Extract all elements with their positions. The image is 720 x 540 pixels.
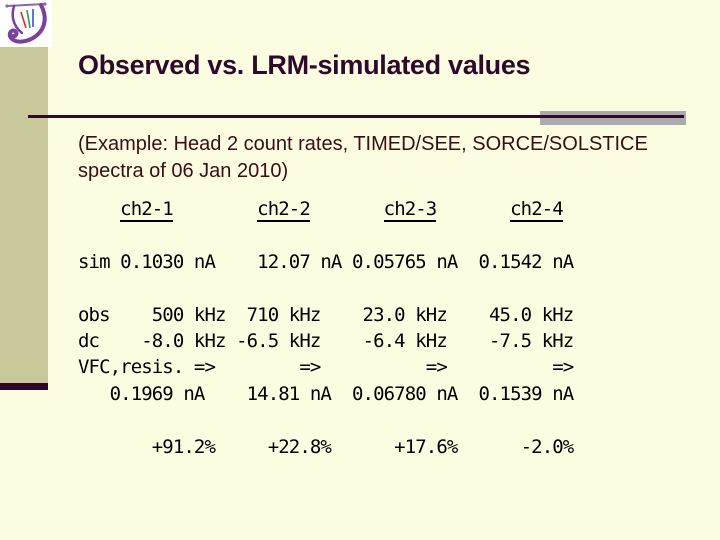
left-accent-bar-end (0, 383, 48, 390)
subtitle-line-2: spectra of 06 Jan 2010) (78, 160, 289, 182)
table-line: ch2-1 ch2-2 ch2-3 ch2-4 (120, 198, 564, 222)
values-table: ch2-1 ch2-2 ch2-3 ch2-4 sim 0.1030 nA 12.… (78, 196, 575, 460)
table-line (78, 222, 573, 248)
title-rule (28, 115, 684, 118)
title-rule-gray-accent (540, 111, 686, 125)
table-line: dc -8.0 kHz -6.5 kHz -6.4 kHz -7.5 kHz (78, 329, 574, 352)
slide-subtitle: (Example: Head 2 count rates, TIMED/SEE,… (78, 131, 648, 185)
table-line: obs 500 kHz 710 kHz 23.0 kHz 45.0 kHz (78, 303, 574, 326)
lyre-logo-icon (5, 2, 47, 44)
table-line: VFC,resis. => => => => (78, 356, 574, 379)
table-line: sim 0.1030 nA 12.07 nA 0.05765 nA 0.1542… (78, 250, 574, 273)
table-line: 0.1969 nA 14.81 nA 0.06780 nA 0.1539 nA (78, 382, 575, 405)
left-accent-bar (0, 47, 48, 383)
table-line (78, 407, 573, 433)
slide-title: Observed vs. LRM-simulated values (78, 50, 531, 80)
table-line: +91.2% +22.8% +17.6% -2.0% (78, 435, 574, 458)
logo (0, 0, 52, 47)
table-line (78, 275, 573, 301)
subtitle-line-1: (Example: Head 2 count rates, TIMED/SEE,… (78, 133, 648, 155)
